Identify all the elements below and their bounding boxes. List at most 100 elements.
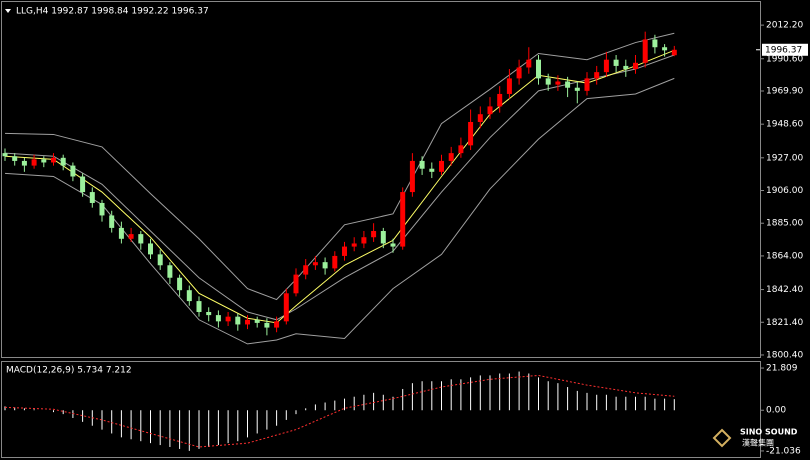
candle-body <box>662 47 668 51</box>
last-price-label: 1996.37 <box>765 45 802 55</box>
candle-body <box>390 243 396 247</box>
candle-body <box>283 293 289 322</box>
candle-body <box>206 311 212 316</box>
y-tick-label: 1800.40 <box>766 350 803 360</box>
candle-body <box>303 265 309 275</box>
candle-body <box>439 160 444 172</box>
candle-body <box>623 65 629 70</box>
y-tick-label: 1927.00 <box>766 153 803 163</box>
candle-body <box>196 301 202 312</box>
candle-body <box>225 316 231 322</box>
candle-body <box>167 265 173 278</box>
macd-signal <box>4 374 675 448</box>
candle-body <box>594 72 600 79</box>
candle-body <box>80 176 86 193</box>
candle-body <box>322 262 328 269</box>
candle-body <box>603 59 609 73</box>
candle-body <box>536 59 541 79</box>
candle-body <box>157 254 163 266</box>
candle-body <box>380 231 386 244</box>
y-tick-label: 1864.00 <box>766 251 803 261</box>
candle-body <box>506 78 512 94</box>
candle-body <box>235 316 241 325</box>
candle-body <box>574 87 580 91</box>
candle-body <box>274 321 280 328</box>
macd-label: MACD(12,26,9) 5.734 7.212 <box>6 366 132 376</box>
candle-body <box>671 49 677 56</box>
candle-body <box>429 168 435 172</box>
candle-body <box>342 246 347 256</box>
candle-body <box>613 59 619 66</box>
candle-body <box>70 165 76 177</box>
candle-body <box>332 255 338 269</box>
candle-body <box>138 234 144 244</box>
y-tick-label: 1990.60 <box>766 54 803 64</box>
candle-body <box>652 39 658 48</box>
last-price-box <box>762 43 808 56</box>
bollinger-lower <box>4 77 675 345</box>
candle-body <box>215 315 221 322</box>
candle-body <box>409 160 415 193</box>
y-tick-label: 1948.60 <box>766 120 803 130</box>
candle-body <box>99 202 105 216</box>
candle-body <box>468 121 474 146</box>
y-tick-label: 1885.00 <box>766 219 803 229</box>
macd-y-tick-label: 0.00 <box>766 406 786 416</box>
candle-body <box>371 231 377 238</box>
candle-body <box>419 160 425 169</box>
candle-body <box>89 192 95 203</box>
y-tick-label: 1842.40 <box>766 285 803 295</box>
candle-body <box>41 159 47 163</box>
candle-body <box>584 78 590 91</box>
candle-body <box>361 237 367 244</box>
candle-body <box>477 114 483 122</box>
candle-body <box>555 81 561 85</box>
macd-y-tick-label: -21.036 <box>766 446 801 456</box>
candle-body <box>254 319 260 323</box>
logo: SINO SOUND 漢聲集團 <box>712 428 798 448</box>
candle-body <box>633 62 638 70</box>
candle-body <box>21 160 27 166</box>
candle-body <box>293 274 299 294</box>
moving-average <box>4 49 675 324</box>
candle-body <box>458 145 464 154</box>
candle-body <box>118 227 124 239</box>
logo-chinese: 漢聲集團 <box>742 438 774 448</box>
macd-panel-border <box>1 361 761 458</box>
logo-name: SINO SOUND <box>740 428 798 437</box>
candle-body <box>148 243 153 255</box>
title-arrow <box>5 9 11 13</box>
y-tick-label: 1969.90 <box>766 86 803 96</box>
candle-body <box>186 290 192 302</box>
candle-body <box>565 81 571 88</box>
candle-body <box>2 153 8 157</box>
candle-body <box>516 67 522 79</box>
bollinger-upper <box>4 32 675 301</box>
candle-body <box>177 277 183 291</box>
y-tick-label: 1906.00 <box>766 186 803 196</box>
candle-body <box>351 243 357 247</box>
candle-body <box>545 78 551 85</box>
bollinger-middle <box>4 54 675 321</box>
candle-body <box>51 157 56 163</box>
candle-body <box>109 215 115 228</box>
candle-body <box>128 234 134 239</box>
price-panel-border <box>1 1 761 358</box>
logo-icon <box>712 428 732 448</box>
y-tick-label: 2012.20 <box>766 21 803 31</box>
candle-body <box>245 319 250 325</box>
candle-body <box>312 262 318 266</box>
chart-title: LLG,H4 1992.87 1998.84 1992.22 1996.37 <box>16 7 209 17</box>
candle-body <box>497 93 503 107</box>
candle-body <box>264 322 270 328</box>
y-tick-label: 1821.40 <box>766 318 803 328</box>
candle-body <box>12 156 18 161</box>
candle-body <box>642 39 648 63</box>
candle-body <box>526 59 532 68</box>
candle-body <box>60 157 66 166</box>
macd-y-tick-label: 21.809 <box>766 364 798 374</box>
candle-body <box>400 192 406 247</box>
candle-body <box>448 153 454 161</box>
candle-body <box>487 106 493 115</box>
